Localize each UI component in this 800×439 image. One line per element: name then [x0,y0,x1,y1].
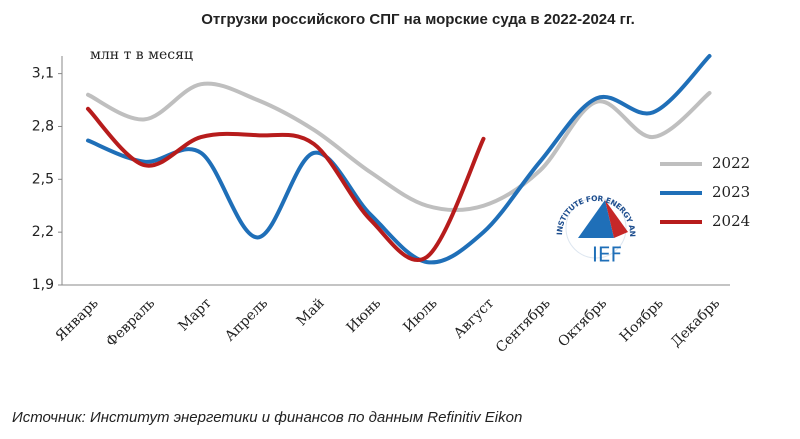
x-tick-label: Январь [53,295,102,344]
y-tick-label: 3,1 [32,66,54,82]
x-tick-label: Май [294,295,328,329]
x-tick-label: Август [451,295,498,342]
y-axis-label: млн т в месяц [90,47,193,63]
logo-shape [578,200,614,238]
x-tick-label: Март [175,295,214,334]
x-tick-label: Октябрь [555,295,610,350]
x-tick-label: Апрель [222,295,272,345]
y-tick-label: 2,5 [32,171,54,187]
logo-text: IEF [592,243,622,267]
x-tick-label: Июнь [344,295,385,336]
logo-circle [565,197,627,259]
line-series [86,106,486,262]
y-tick-label: 1,9 [32,277,54,293]
x-tick-label: Декабрь [668,295,723,350]
logo-shape [605,200,628,238]
chart-title: Отгрузки российского СПГ на морские суда… [201,11,635,28]
x-tick-label: Ноябрь [617,295,667,345]
x-tick-label: Сентябрь [493,295,554,356]
source: Источник: Институт энергетики и финансов… [12,409,522,426]
y-tick-label: 2,2 [32,224,54,240]
y-tick-label: 2,8 [32,118,54,134]
line-series [86,54,712,265]
legend-label: 2022 [712,154,750,172]
legend-label: 2023 [712,183,750,201]
x-tick-label: Февраль [103,295,158,350]
line-series [86,81,712,213]
legend-label: 2024 [712,212,750,230]
x-tick-label: Июль [400,295,441,336]
